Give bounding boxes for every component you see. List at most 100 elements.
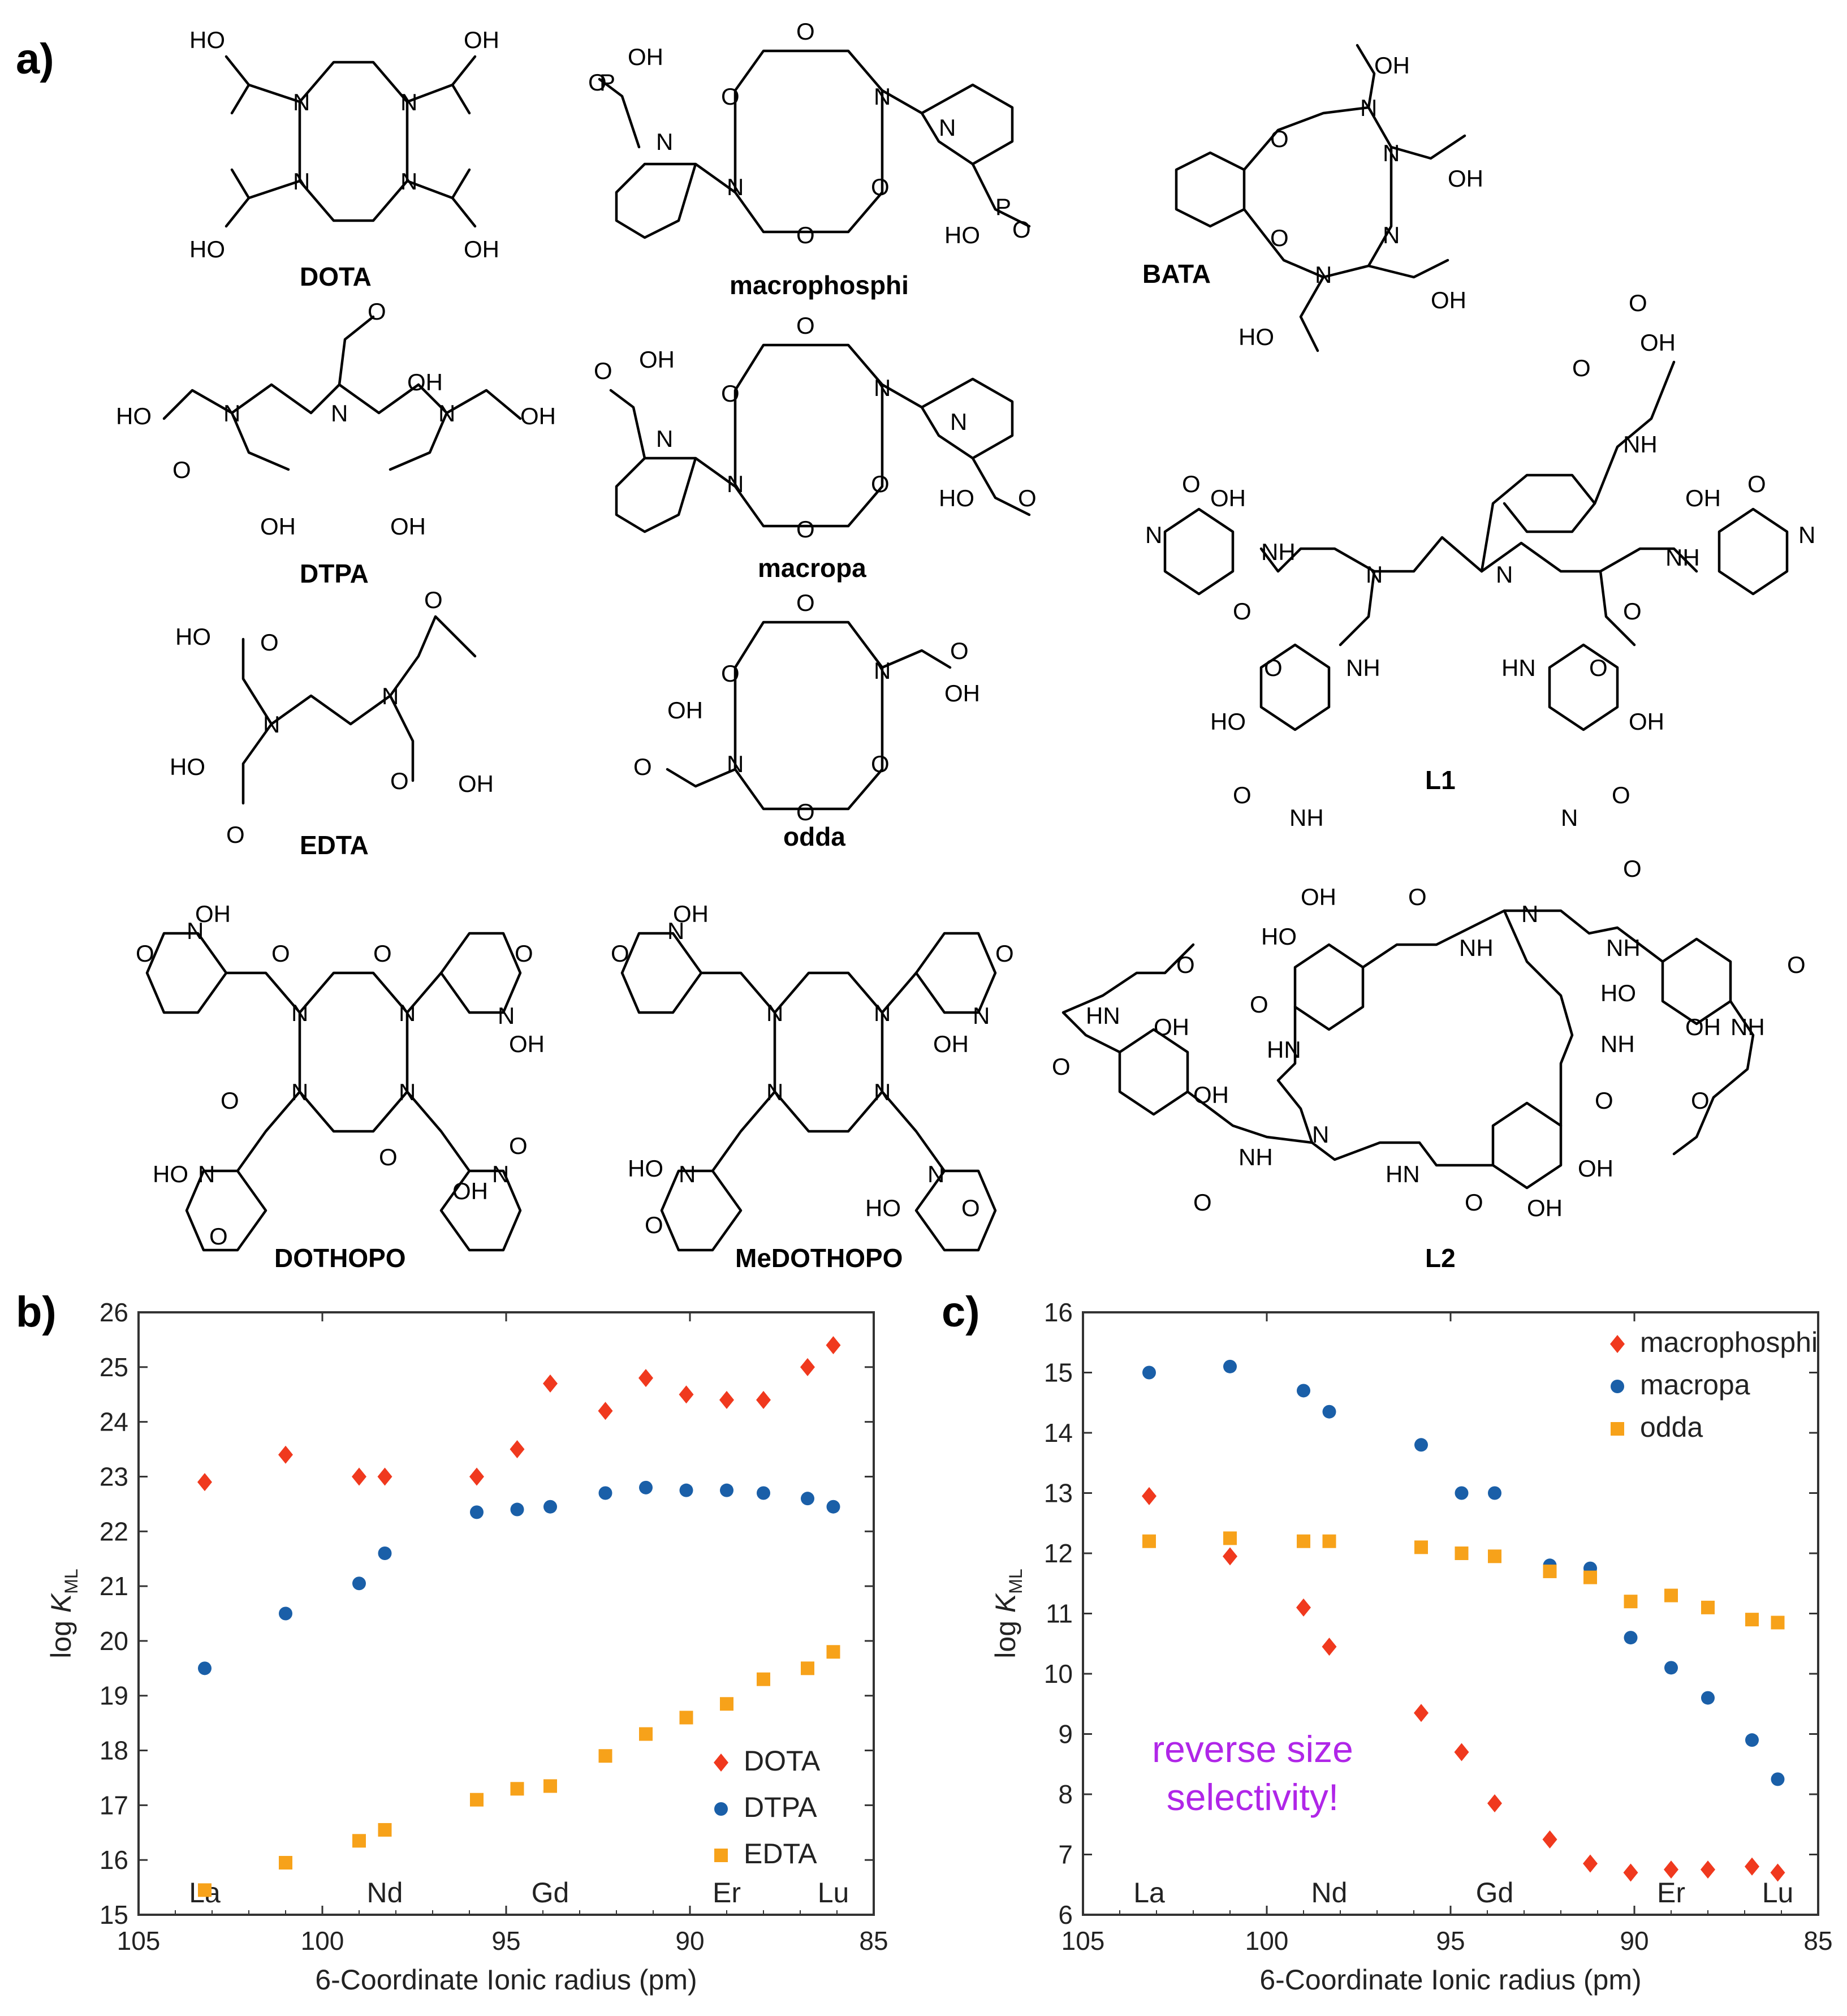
point-EDTA [378,1823,392,1837]
svg-text:N: N [927,1161,944,1187]
svg-text:P: P [599,69,615,96]
svg-text:OH: OH [407,369,443,395]
svg-text:O: O [588,69,607,96]
point-DOTA [800,1358,815,1376]
svg-text:N: N [1798,522,1815,548]
svg-text:OH: OH [520,403,556,429]
point-odda [1583,1570,1597,1584]
svg-text:NH: NH [1459,934,1494,961]
point-macrophosphi [1745,1857,1759,1876]
svg-text:N: N [1366,561,1383,588]
point-odda [1745,1613,1759,1627]
y-tick-label: 8 [1058,1780,1073,1809]
y-tick-label: 23 [100,1462,128,1491]
svg-text:OH: OH [464,236,499,262]
legend-marker [1611,1422,1624,1436]
legend-marker [714,1849,728,1862]
svg-text:N: N [291,1000,308,1026]
point-DOTA [469,1467,484,1486]
svg-text:N: N [293,89,310,115]
svg-text:HO: HO [1238,324,1274,350]
svg-text:N: N [973,1002,990,1029]
point-odda [1543,1564,1557,1578]
point-odda [1664,1588,1678,1603]
svg-text:N: N [331,400,348,427]
legend-label: EDTA [744,1838,817,1869]
y-tick-label: 15 [1044,1358,1073,1388]
x-axis-title: 6-Coordinate Ionic radius (pm) [1259,1964,1641,1996]
svg-text:O: O [1629,290,1647,316]
element-label: Er [713,1877,741,1909]
svg-text:N: N [1561,804,1578,831]
y-tick-label: 16 [1044,1298,1073,1327]
point-EDTA [510,1782,524,1796]
legend-label: odda [1640,1411,1703,1443]
svg-text:HO: HO [1600,980,1636,1006]
svg-text:N: N [679,1161,696,1187]
y-tick-label: 19 [100,1681,128,1711]
svg-text:N: N [874,657,891,684]
svg-text:N: N [874,374,891,401]
point-macrophosphi [1487,1794,1502,1812]
structure-label: MeDOTHOPO [735,1243,903,1273]
point-EDTA [470,1793,484,1807]
point-macrophosphi [1296,1598,1311,1617]
svg-text:NH: NH [1600,1031,1635,1057]
point-macrophosphi [1142,1487,1156,1505]
legend-marker [714,1754,728,1772]
legend-marker [714,1802,728,1816]
x-tick-label: 90 [1620,1926,1649,1955]
svg-text:HO: HO [1261,923,1297,950]
svg-text:O: O [1233,598,1252,624]
svg-text:OH: OH [1629,708,1664,735]
y-tick-label: 22 [100,1517,128,1546]
svg-text:N: N [656,425,673,452]
point-DTPA [679,1483,693,1497]
point-DTPA [470,1505,484,1519]
svg-text:O: O [1595,1087,1613,1114]
svg-text:N: N [1315,261,1332,288]
point-EDTA [598,1749,612,1763]
svg-text:N: N [874,1079,891,1105]
svg-text:OH: OH [944,680,980,707]
svg-text:O: O [796,312,815,339]
svg-text:OH: OH [1527,1195,1563,1221]
svg-text:N: N [399,1000,416,1026]
svg-text:O: O [1012,216,1031,243]
svg-text:O: O [871,174,890,200]
svg-text:N: N [498,1002,515,1029]
svg-text:OH: OH [667,697,703,723]
y-tick-label: 10 [1044,1659,1073,1688]
x-tick-label: 100 [1245,1926,1289,1955]
point-macropa [1223,1359,1237,1373]
point-DTPA [279,1606,292,1621]
point-odda [1223,1531,1237,1545]
svg-text:N: N [667,917,684,944]
svg-text:O: O [172,456,191,483]
svg-text:HO: HO [944,222,980,248]
point-odda [1771,1616,1785,1630]
svg-text:O: O [226,821,245,848]
structure-label: DTPA [300,559,369,588]
x-tick-label: 95 [491,1926,520,1955]
point-EDTA [279,1856,292,1870]
y-axis-title: log KML [45,1569,81,1658]
svg-text:HO: HO [628,1155,663,1182]
point-macrophosphi [1701,1860,1715,1879]
svg-text:HO: HO [939,485,974,511]
point-macropa [1624,1631,1638,1645]
svg-text:O: O [871,471,890,497]
svg-text:O: O [1264,654,1283,681]
point-DOTA [756,1390,771,1409]
point-EDTA [720,1697,733,1711]
point-DOTA [278,1445,293,1464]
svg-text:O: O [379,1144,398,1170]
x-tick-label: 105 [117,1926,161,1955]
svg-text:N: N [1496,561,1513,588]
element-label: Lu [818,1877,849,1909]
element-label: Nd [367,1877,403,1909]
svg-text:O: O [1572,355,1591,381]
svg-text:O: O [271,940,290,967]
svg-text:OH: OH [1578,1155,1613,1182]
svg-text:N: N [263,711,280,738]
